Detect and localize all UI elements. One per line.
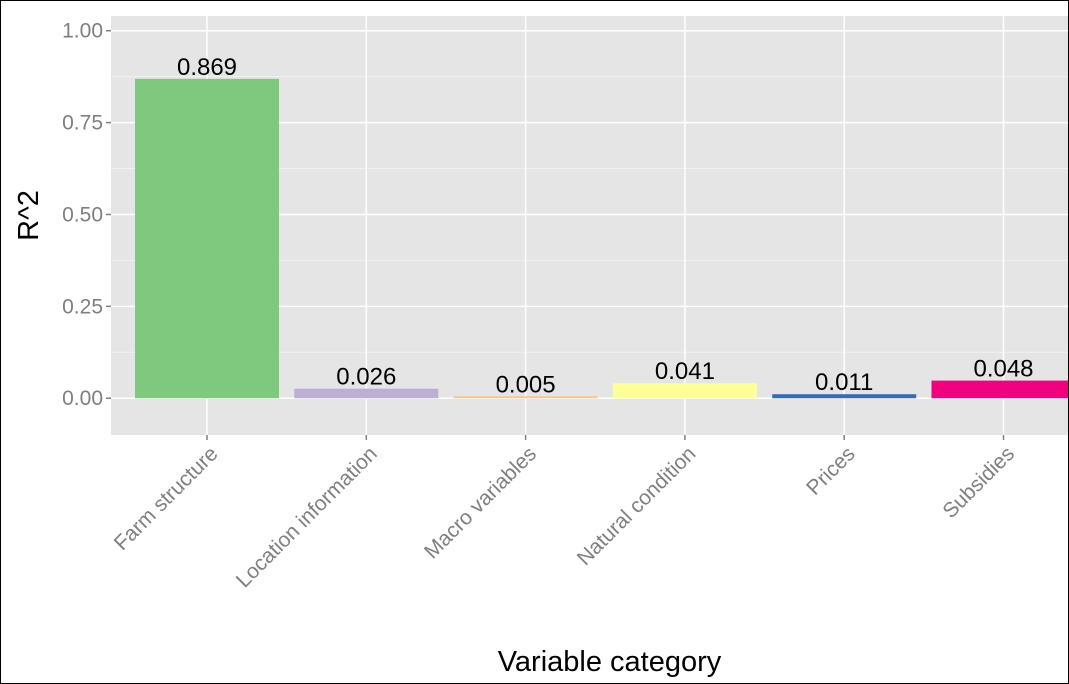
- bar: [453, 396, 598, 399]
- x-tick-label: Subsidies: [938, 442, 1019, 523]
- bar-value-label: 0.026: [336, 364, 396, 391]
- bar: [294, 388, 439, 399]
- y-tick-label: 0.00: [62, 387, 103, 410]
- y-tick-label: 0.25: [62, 295, 103, 318]
- x-tick-label: Farm structure: [110, 442, 223, 555]
- x-tick-label: Prices: [802, 442, 860, 500]
- x-tick-label: Location information: [232, 442, 382, 592]
- x-axis: Farm structure Location information Macro …: [110, 435, 1019, 592]
- x-tick-label: Natural condition: [573, 442, 701, 570]
- bar: [772, 394, 917, 399]
- data-labels: 0.869 0.026 0.005 0.041 0.011 0.048: [177, 54, 1034, 399]
- y-axis: 0.00 0.25 0.50 0.75 1.00: [62, 20, 111, 410]
- y-tick-label: 1.00: [62, 20, 103, 43]
- bar: [612, 383, 757, 399]
- y-tick-label: 0.75: [62, 112, 103, 135]
- y-tick-label: 0.50: [62, 203, 103, 226]
- x-tick-label: Macro variables: [420, 442, 541, 563]
- x-axis-title: Variable category: [498, 646, 722, 678]
- bar-value-label: 0.011: [815, 369, 873, 396]
- y-axis-title: R^2: [13, 190, 45, 241]
- bars: [135, 78, 1068, 399]
- bar: [135, 78, 279, 399]
- bar: [931, 380, 1068, 399]
- bar-value-label: 0.041: [655, 358, 715, 385]
- bar-value-label: 0.869: [177, 54, 237, 81]
- bar-value-label: 0.005: [496, 371, 556, 398]
- bar-value-label: 0.048: [973, 356, 1033, 383]
